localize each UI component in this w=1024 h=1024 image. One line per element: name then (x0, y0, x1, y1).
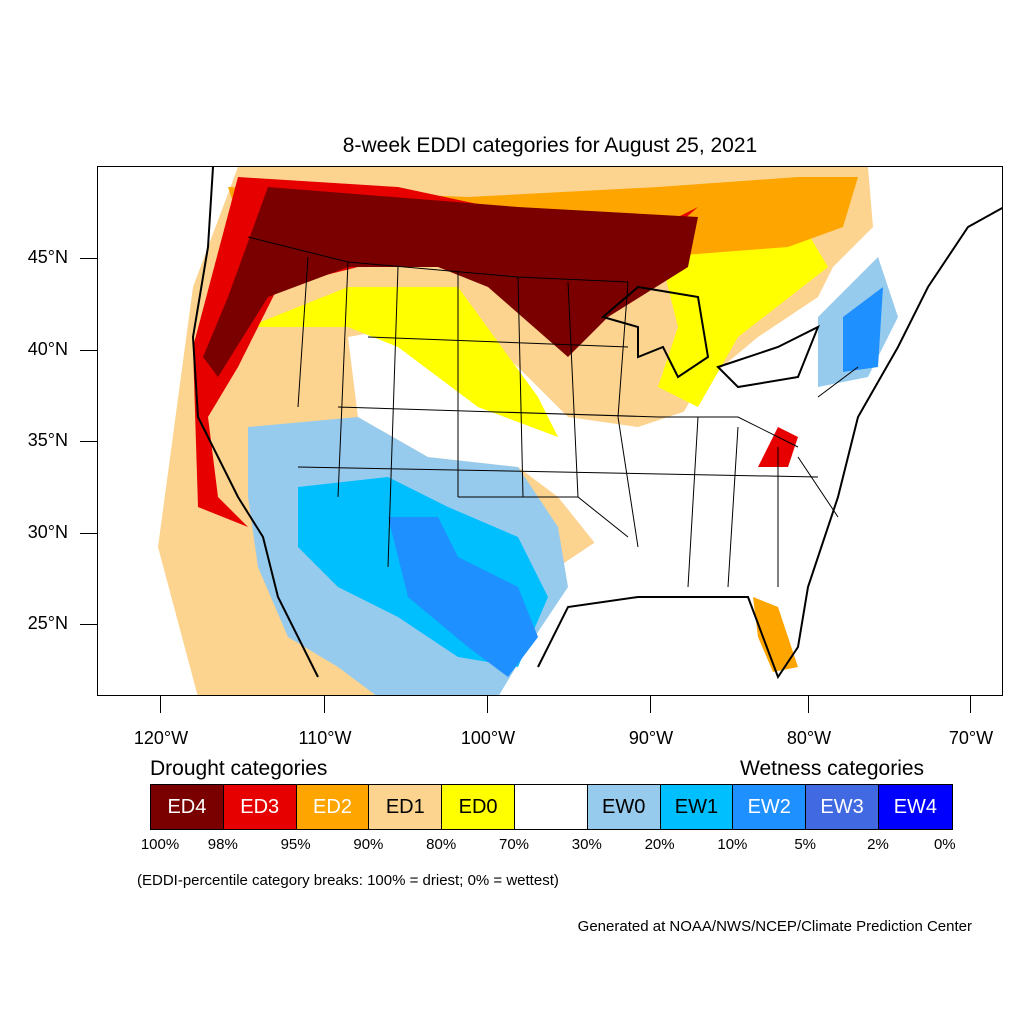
percent-break-label: 80% (426, 836, 457, 853)
drought-categories-heading: Drought categories (150, 757, 328, 780)
percent-break-label: 90% (353, 836, 384, 853)
percent-break-label: 20% (644, 836, 675, 853)
percent-break-label: 70% (498, 836, 530, 853)
percent-break-label: 100% (140, 836, 180, 853)
dry-region-ed0 (248, 287, 558, 437)
lat-tick-40 (80, 350, 97, 351)
dry-region-ed0-east (658, 217, 828, 407)
legend-cell-ew0: EW0 (587, 785, 661, 829)
lon-tick-70 (970, 696, 971, 713)
great-lakes (600, 285, 820, 389)
dry-region-ed2-florida (753, 597, 798, 672)
lat-label-25: 25°N (27, 613, 68, 633)
lat-label-40: 40°N (27, 339, 68, 359)
legend-cell-ed1: ED1 (369, 785, 443, 829)
lat-label-30: 30°N (27, 522, 68, 542)
wet-region-ne-core (843, 287, 883, 372)
category-legend: ED4 ED3 ED2 ED1 ED0 EW0 EW1 EW2 EW3 EW4 (150, 784, 953, 830)
wetness-categories-heading: Wetness categories (740, 757, 925, 780)
lon-label-80: 80°W (786, 728, 832, 748)
percent-break-label: 30% (571, 836, 602, 853)
lat-tick-30 (80, 533, 97, 534)
map-frame (97, 166, 1003, 696)
lon-tick-120 (160, 696, 161, 713)
percent-break-label: 2% (867, 836, 889, 853)
percent-break-label: 0% (933, 836, 956, 853)
legend-cell-ew4: EW4 (878, 785, 952, 829)
percent-break-label: 95% (280, 836, 311, 853)
percent-break-label: 5% (794, 836, 817, 853)
dry-region-ed4 (203, 187, 698, 377)
legend-cell-ew2: EW2 (733, 785, 807, 829)
percent-break-label: 10% (717, 836, 748, 853)
lon-label-70: 70°W (948, 728, 994, 748)
map-title: 8-week EDDI categories for August 25, 20… (342, 134, 758, 157)
state-borders (247, 236, 859, 588)
legend-cell-ed4: ED4 (151, 785, 224, 829)
lon-label-90: 90°W (628, 728, 674, 748)
lon-label-100: 100°W (460, 728, 516, 748)
legend-cell-normal (514, 785, 588, 829)
lon-tick-80 (808, 696, 809, 713)
legend-cell-ed0: ED0 (442, 785, 515, 829)
lon-label-110: 110°W (298, 728, 352, 748)
wet-region-strong (388, 517, 538, 677)
lat-tick-35 (80, 441, 97, 442)
lat-label-35: 35°N (27, 430, 68, 450)
legend-cell-ed3: ED3 (223, 785, 297, 829)
percent-break-label: 98% (207, 836, 238, 853)
legend-cell-ew3: EW3 (806, 785, 879, 829)
lon-tick-100 (487, 696, 488, 713)
lon-label-120: 120°W (133, 728, 189, 748)
credit-line: Generated at NOAA/NWS/NCEP/Climate Predi… (577, 918, 972, 935)
coastline (191, 167, 1002, 680)
lon-tick-110 (324, 696, 325, 713)
legend-cell-ed2: ED2 (296, 785, 370, 829)
lat-tick-45 (80, 258, 97, 259)
legend-cell-ew1: EW1 (660, 785, 734, 829)
lon-tick-90 (650, 696, 651, 713)
lat-tick-25 (80, 624, 97, 625)
lat-label-45: 45°N (27, 247, 68, 267)
category-note: (EDDI-percentile category breaks: 100% =… (137, 872, 559, 889)
eddi-map (158, 167, 1002, 695)
